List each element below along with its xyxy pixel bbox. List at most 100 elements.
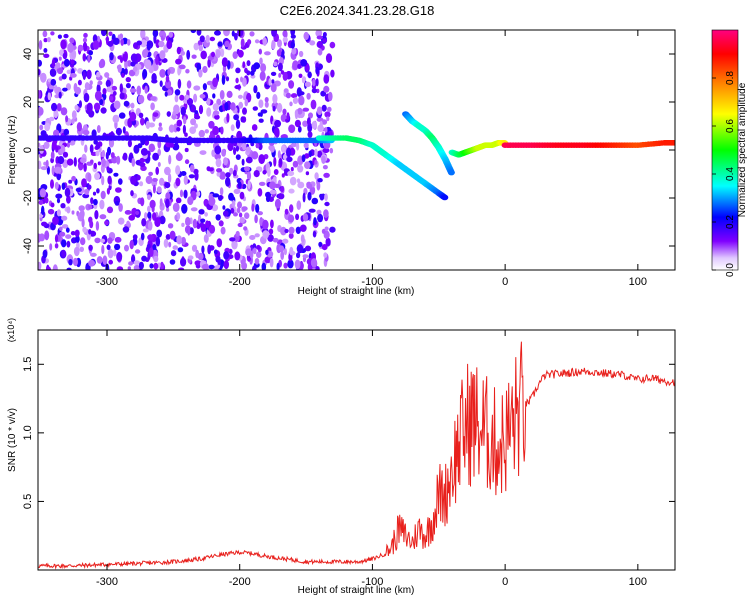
noise-speckle (219, 90, 225, 100)
noise-speckle (245, 156, 253, 164)
noise-speckle (272, 237, 279, 243)
noise-speckle (66, 206, 71, 214)
noise-speckle (130, 175, 137, 185)
noise-speckle (75, 187, 82, 193)
noise-speckle (273, 157, 277, 167)
noise-speckle (101, 158, 106, 167)
noise-speckle (279, 159, 283, 165)
noise-speckle (105, 151, 109, 160)
noise-speckle (77, 44, 84, 52)
noise-speckle (310, 258, 318, 268)
noise-speckle (83, 162, 87, 172)
noise-speckle (312, 78, 316, 87)
noise-speckle (78, 100, 82, 108)
noise-speckle (252, 265, 257, 270)
noise-speckle (76, 122, 82, 132)
noise-speckle (269, 181, 276, 190)
noise-speckle (112, 37, 120, 45)
noise-speckle (281, 173, 285, 178)
noise-speckle (219, 187, 224, 196)
noise-speckle (330, 69, 335, 78)
noise-speckle (223, 157, 228, 166)
noise-speckle (245, 146, 252, 153)
noise-speckle (277, 39, 282, 48)
noise-speckle (86, 102, 93, 113)
noise-speckle (287, 170, 295, 177)
noise-speckle (101, 30, 107, 37)
noise-speckle (108, 138, 115, 148)
noise-speckle (191, 54, 197, 59)
noise-speckle (141, 218, 147, 227)
noise-speckle (270, 83, 277, 93)
noise-speckle (56, 103, 62, 112)
noise-speckle (95, 143, 101, 150)
noise-speckle (252, 247, 257, 255)
noise-speckle (164, 91, 168, 97)
noise-speckle (139, 162, 146, 168)
noise-speckle (54, 166, 62, 174)
noise-speckle (257, 188, 263, 197)
noise-speckle (230, 124, 235, 132)
noise-speckle (93, 139, 98, 145)
signal-trace-point (441, 194, 449, 201)
noise-speckle (133, 264, 140, 270)
noise-speckle (288, 226, 295, 235)
noise-speckle (185, 216, 191, 227)
noise-speckle (269, 257, 274, 268)
noise-speckle (164, 182, 171, 189)
noise-speckle (199, 35, 205, 43)
noise-speckle (165, 234, 171, 240)
noise-speckle (306, 117, 311, 126)
noise-speckle (168, 154, 172, 165)
noise-speckle (277, 150, 281, 159)
noise-speckle (180, 171, 187, 176)
noise-speckle (108, 259, 113, 265)
noise-speckle (206, 97, 211, 106)
noise-speckle (288, 80, 295, 89)
noise-speckle (55, 62, 61, 69)
snr-x-tick-label: -300 (96, 576, 118, 588)
noise-speckle (186, 80, 192, 89)
noise-speckle (105, 79, 111, 88)
noise-speckle (217, 41, 223, 47)
noise-speckle (316, 209, 322, 215)
noise-speckle (307, 191, 312, 201)
noise-speckle (180, 106, 186, 116)
noise-speckle (138, 261, 144, 270)
noise-speckle (214, 114, 220, 120)
noise-speckle (40, 72, 47, 83)
snr-x-tick-label: 0 (502, 576, 508, 588)
noise-speckle (180, 50, 186, 56)
noise-speckle (52, 216, 59, 226)
noise-speckle (258, 99, 264, 108)
noise-speckle (119, 83, 124, 93)
noise-speckle (196, 30, 202, 36)
noise-speckle (193, 42, 199, 51)
noise-speckle (82, 226, 87, 233)
noise-speckle (303, 142, 309, 149)
noise-speckle (175, 165, 181, 176)
noise-speckle (48, 85, 55, 90)
noise-speckle (125, 77, 131, 83)
noise-speckle (270, 71, 277, 76)
noise-speckle (136, 40, 142, 46)
noise-speckle (167, 173, 172, 184)
noise-speckle (122, 226, 130, 233)
noise-speckle (45, 159, 49, 169)
noise-speckle (254, 258, 260, 265)
noise-speckle (241, 206, 248, 212)
noise-speckle (100, 238, 106, 243)
noise-speckle (100, 190, 106, 200)
noise-speckle (190, 118, 197, 126)
noise-speckle (163, 238, 169, 248)
noise-speckle (94, 172, 101, 181)
noise-speckle (61, 239, 67, 248)
noise-speckle (94, 210, 99, 220)
noise-speckle (214, 30, 221, 36)
noise-speckle (188, 174, 195, 179)
noise-speckle (116, 251, 123, 262)
noise-speckle (61, 73, 67, 80)
snr-series-line (38, 341, 675, 570)
noise-speckle (216, 171, 221, 177)
noise-speckle (214, 153, 221, 160)
